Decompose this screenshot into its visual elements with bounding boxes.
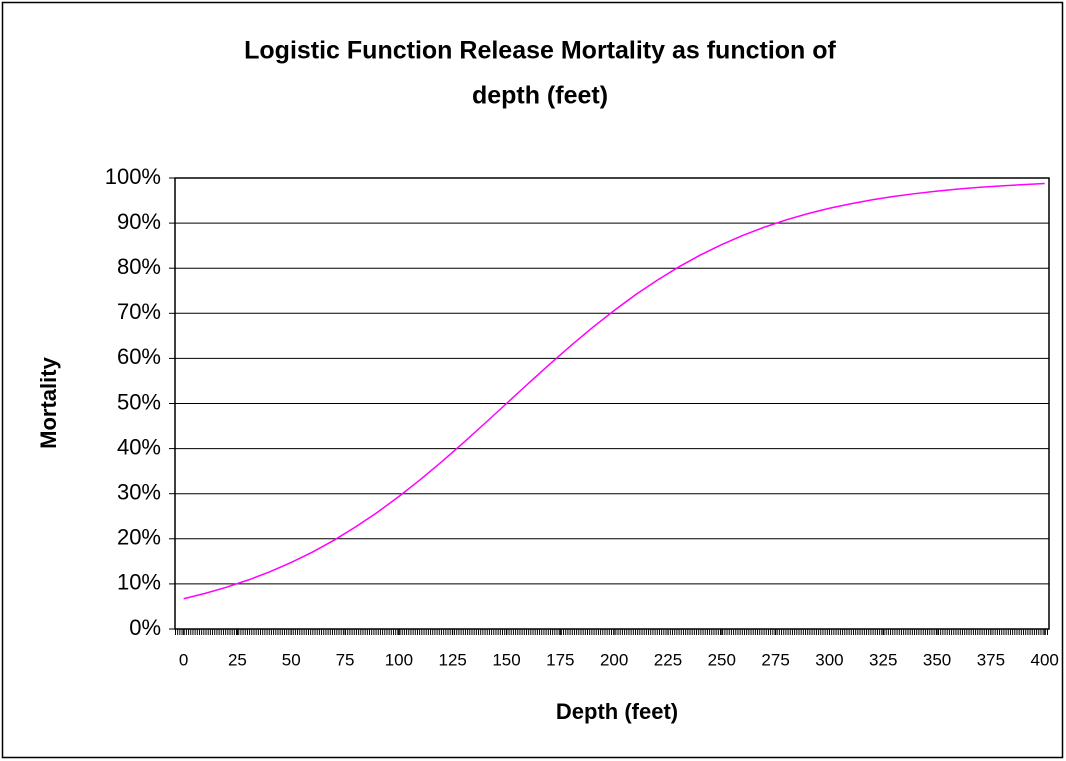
x-tick-label: 100 <box>385 650 413 669</box>
y-tick-label: 50% <box>117 389 161 414</box>
plot-area <box>174 177 1050 630</box>
y-tick-label: 10% <box>117 570 161 595</box>
y-tick-label: 0% <box>129 615 161 640</box>
x-tick-label: 300 <box>815 650 843 669</box>
x-tick-label: 50 <box>282 650 301 669</box>
x-tick-label: 375 <box>977 650 1005 669</box>
x-tick-label: 125 <box>439 650 467 669</box>
chart-title: depth (feet) <box>472 82 608 110</box>
y-tick-label: 20% <box>117 525 161 550</box>
x-tick-label: 150 <box>492 650 520 669</box>
y-tick-label: 70% <box>117 299 161 324</box>
y-tick-label: 30% <box>117 480 161 505</box>
y-tick-label: 60% <box>117 344 161 369</box>
chart-title: Logistic Function Release Mortality as f… <box>244 37 836 65</box>
x-tick-label: 250 <box>708 650 736 669</box>
x-tick-label: 0 <box>179 650 188 669</box>
y-tick-label: 80% <box>117 254 161 279</box>
y-tick-label: 90% <box>117 209 161 234</box>
x-tick-label: 225 <box>654 650 682 669</box>
y-tick-label: 100% <box>105 164 161 189</box>
x-tick-label: 200 <box>600 650 628 669</box>
line <box>183 182 1045 600</box>
x-tick-label: 350 <box>923 650 951 669</box>
x-tick-label: 275 <box>761 650 789 669</box>
x-tick-label: 175 <box>546 650 574 669</box>
y-axis-title: Mortality <box>36 356 61 448</box>
x-tick-label: 325 <box>869 650 897 669</box>
x-tick-label: 75 <box>336 650 355 669</box>
x-tick-label: 25 <box>228 650 247 669</box>
x-axis-title: Depth (feet) <box>556 699 678 724</box>
x-tick-label: 400 <box>1031 650 1059 669</box>
y-tick-label: 40% <box>117 434 161 459</box>
